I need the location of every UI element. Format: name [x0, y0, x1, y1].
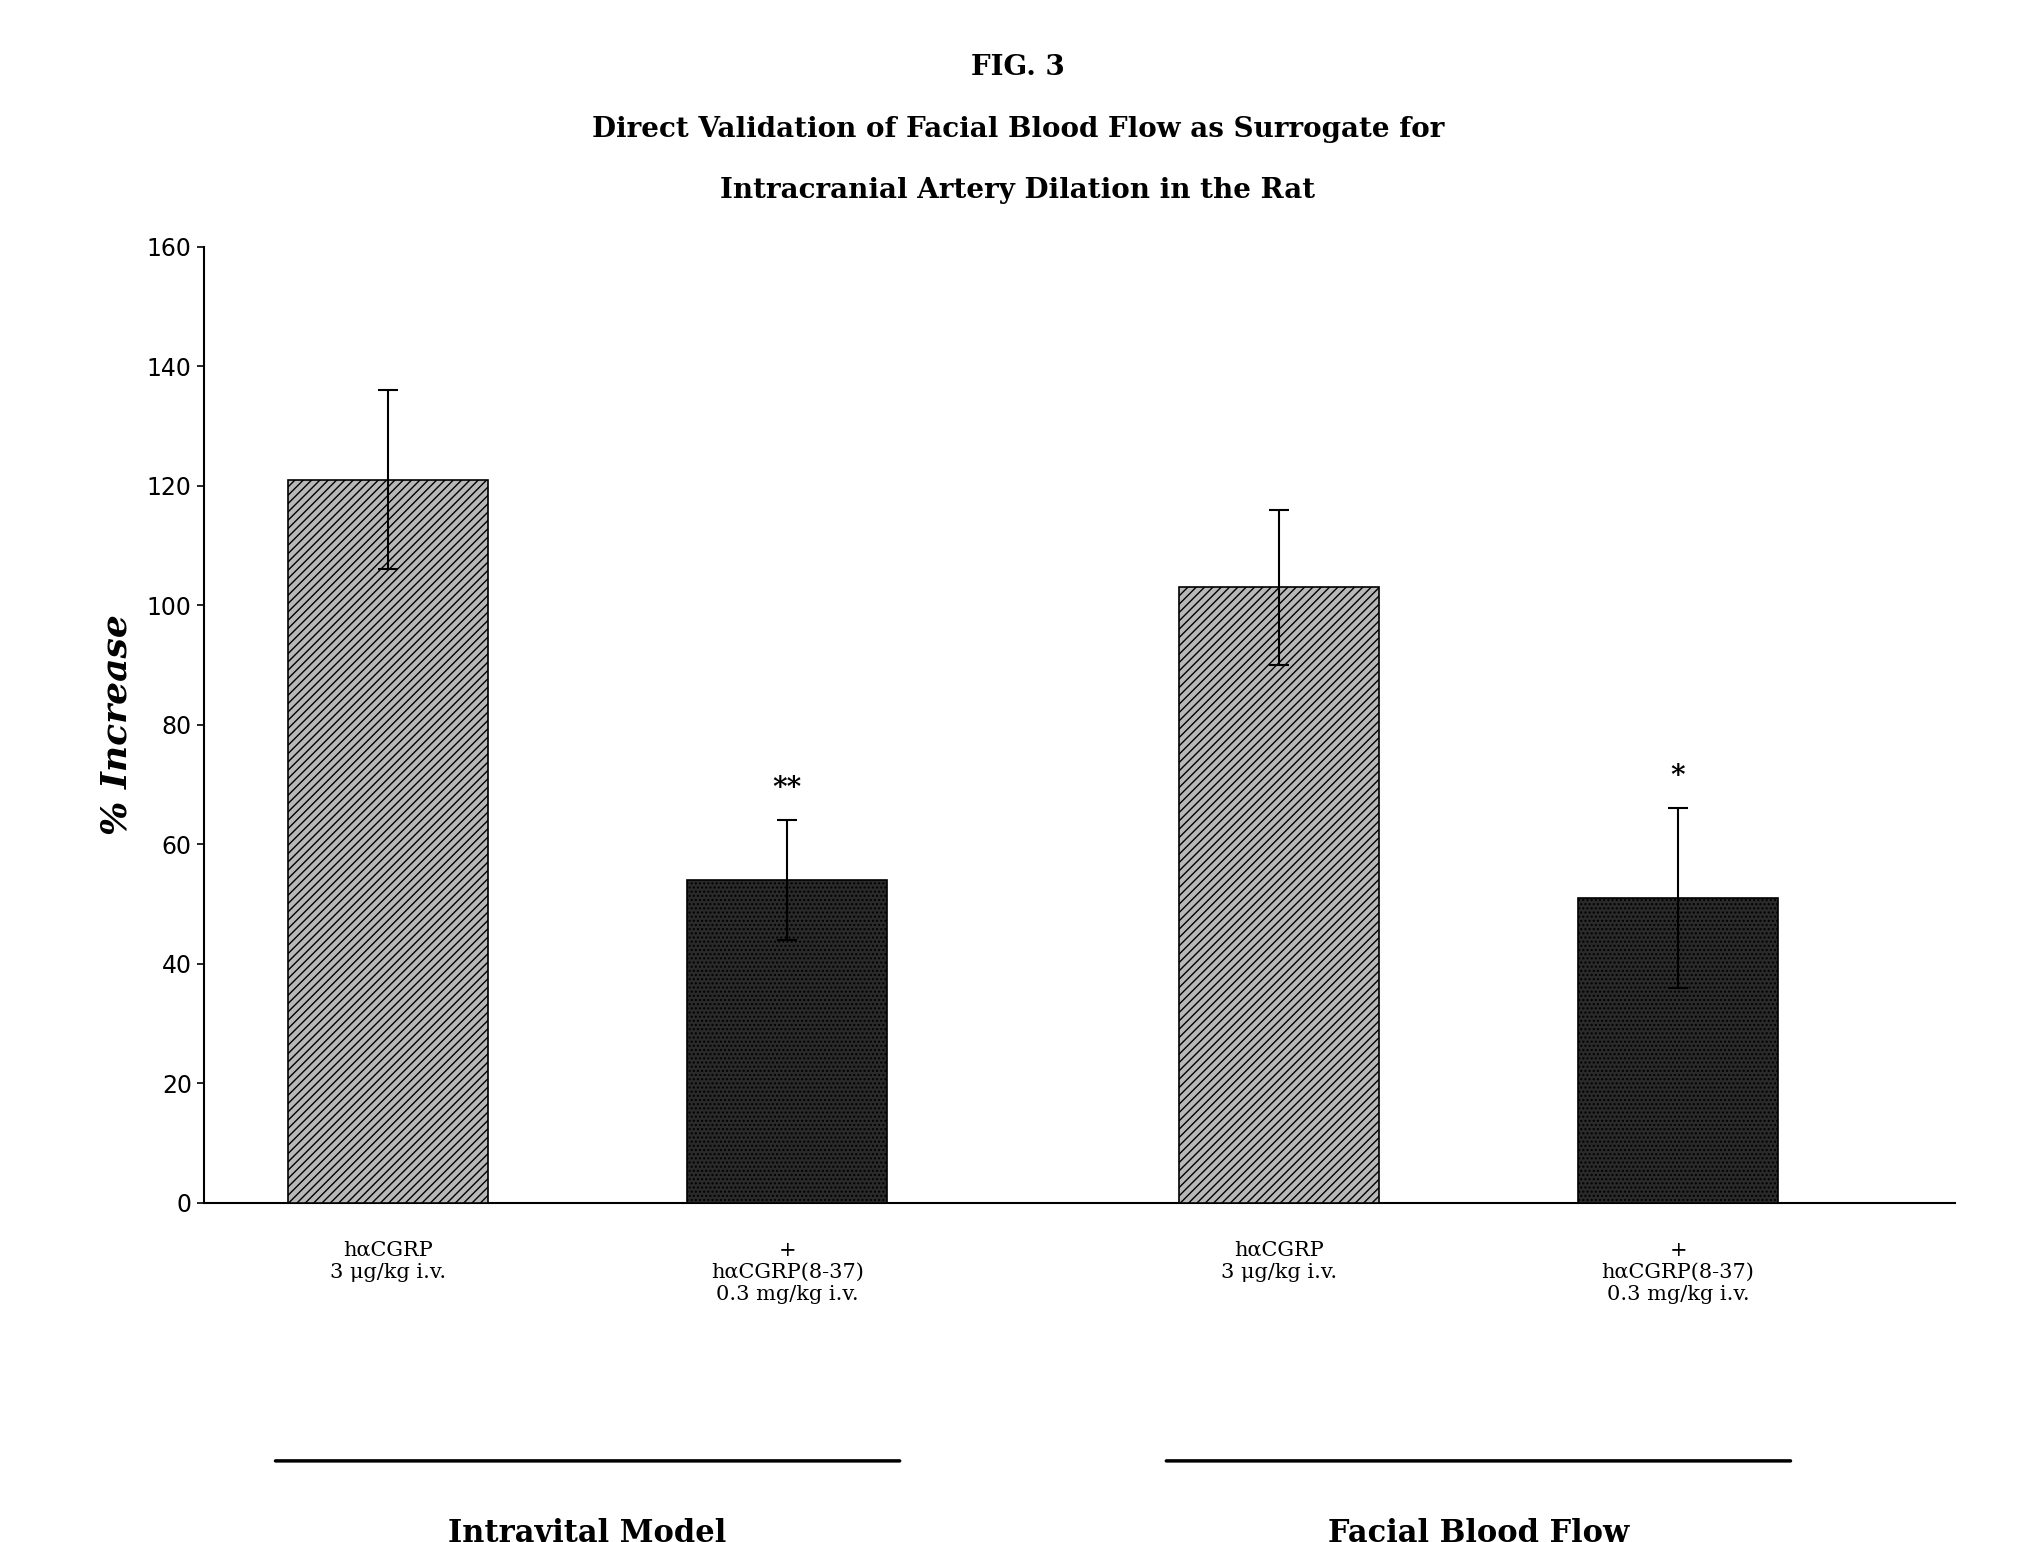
Text: *: *: [1672, 763, 1686, 791]
Bar: [287, 480, 489, 1203]
Text: +
hαCGRP(8-37)
0.3 mg/kg i.v.: + hαCGRP(8-37) 0.3 mg/kg i.v.: [711, 1241, 863, 1305]
Bar: [1578, 897, 1777, 1203]
Text: **: **: [772, 776, 802, 802]
Text: hαCGRP
3 μg/kg i.v.: hαCGRP 3 μg/kg i.v.: [330, 1241, 446, 1281]
Text: Facial Blood Flow: Facial Blood Flow: [1327, 1519, 1629, 1542]
Bar: [688, 880, 888, 1203]
Y-axis label: % Increase: % Increase: [100, 614, 132, 836]
Text: +
hαCGRP(8-37)
0.3 mg/kg i.v.: + hαCGRP(8-37) 0.3 mg/kg i.v.: [1602, 1241, 1755, 1305]
Text: FIG. 3: FIG. 3: [971, 54, 1065, 82]
Bar: [1179, 588, 1378, 1203]
Text: Intracranial Artery Dilation in the Rat: Intracranial Artery Dilation in the Rat: [721, 177, 1315, 205]
Text: Direct Validation of Facial Blood Flow as Surrogate for: Direct Validation of Facial Blood Flow a…: [592, 116, 1444, 143]
Text: Intravital Model: Intravital Model: [448, 1519, 727, 1542]
Text: hαCGRP
3 μg/kg i.v.: hαCGRP 3 μg/kg i.v.: [1222, 1241, 1338, 1281]
